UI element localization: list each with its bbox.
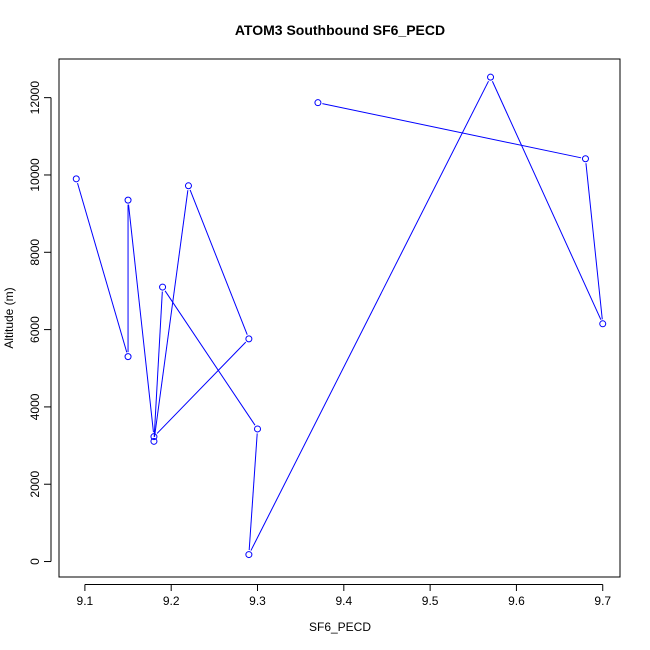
data-point [124, 353, 132, 361]
series-segment [156, 341, 247, 434]
x-tick-label: 9.6 [508, 594, 525, 608]
x-tick-label: 9.5 [422, 594, 439, 608]
data-point [150, 437, 158, 445]
y-axis: 0 2000 4000 6000 8000 10000 12000 [28, 81, 52, 565]
data-point [254, 425, 262, 433]
series-segment [250, 80, 489, 551]
y-tick-label: 4000 [28, 393, 42, 420]
series-segment [153, 291, 163, 437]
x-tick-label: 9.4 [335, 594, 352, 608]
series-segment [128, 204, 154, 433]
x-tick-label: 9.3 [249, 594, 266, 608]
y-tick-label: 6000 [28, 316, 42, 343]
data-point [159, 283, 167, 291]
chart-title: ATOM3 Southbound SF6_PECD [235, 22, 445, 38]
series-segment [322, 103, 582, 159]
series-layer [72, 73, 607, 559]
series-segment [189, 189, 248, 335]
series-segment [154, 190, 189, 437]
data-point [599, 320, 607, 328]
series-segment [164, 290, 256, 426]
data-point [150, 433, 158, 441]
data-point [245, 335, 253, 343]
series-segment [248, 433, 258, 551]
data-point [314, 99, 322, 107]
data-point [245, 551, 253, 559]
data-point [487, 73, 495, 81]
data-point [124, 196, 132, 204]
series-segment [491, 81, 602, 320]
y-tick-label: 10000 [28, 158, 42, 192]
y-axis-title: Altitude (m) [2, 287, 16, 348]
data-point [581, 155, 589, 163]
x-tick-label: 9.2 [163, 594, 180, 608]
y-tick-label: 2000 [28, 471, 42, 498]
plot-frame [58, 58, 621, 578]
series-segment [585, 163, 603, 320]
x-axis: 9.1 9.2 9.3 9.4 9.5 9.6 9.7 [77, 584, 611, 608]
x-tick-label: 9.1 [77, 594, 94, 608]
y-tick-label: 8000 [28, 239, 42, 266]
series-segment [77, 183, 128, 353]
y-tick-label: 0 [28, 558, 42, 565]
x-axis-title: SF6_PECD [309, 620, 371, 634]
x-tick-label: 9.7 [594, 594, 611, 608]
data-point [184, 182, 192, 190]
data-point [72, 175, 80, 183]
y-tick-label: 12000 [28, 81, 42, 115]
